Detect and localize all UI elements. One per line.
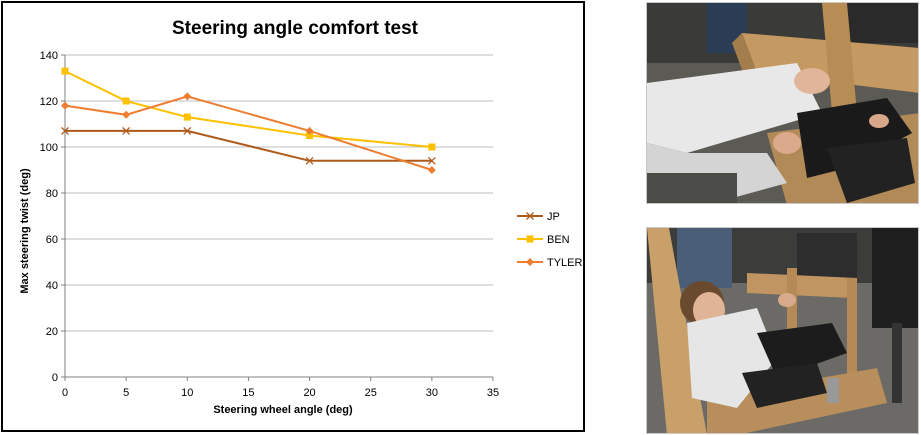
axes: [61, 54, 494, 381]
series-line-jp: [65, 129, 432, 162]
data-point-tyler: [183, 92, 192, 101]
data-point-ben: [306, 132, 314, 139]
x-tick-label: 5: [123, 387, 129, 399]
y-tick-label: 0: [52, 372, 58, 384]
series-lines: [61, 67, 436, 174]
x-tick-label: 20: [303, 387, 315, 399]
data-point-tyler: [122, 110, 131, 119]
x-tick-label: 25: [365, 387, 377, 399]
x-tick-label: 10: [181, 387, 193, 399]
photo-person-seated-in-wooden-rig-icon: [647, 228, 918, 433]
data-point-jp: [305, 156, 314, 165]
data-point-jp: [122, 126, 131, 135]
y-tick-label: 20: [46, 326, 58, 338]
chart-title: Steering angle comfort test: [172, 18, 419, 39]
data-point-jp: [183, 126, 192, 135]
legend-label: BEN: [547, 234, 570, 246]
photo-seated-rig: [646, 227, 919, 434]
photo-person-steering-wooden-rig-closeup-icon: [647, 3, 918, 203]
legend-label: TYLER: [547, 257, 583, 269]
x-tick-label: 15: [242, 387, 254, 399]
legend-marker: [526, 212, 534, 220]
y-tick-label: 100: [40, 142, 58, 154]
legend-marker: [526, 258, 534, 266]
series-line-tyler: [64, 95, 433, 171]
data-point-jp: [61, 126, 69, 135]
data-point-ben: [122, 97, 130, 105]
y-tick-label: 40: [46, 280, 58, 292]
data-point-ben: [428, 143, 436, 151]
y-axis-label: Max steering twist (deg): [19, 168, 31, 294]
x-axis-label: Steering wheel angle (deg): [213, 404, 353, 416]
x-tick-label: 30: [426, 387, 438, 399]
legend: JP BEN TYLER: [517, 211, 583, 269]
data-point-ben: [61, 67, 69, 75]
legend-label: JP: [547, 211, 560, 223]
gridlines: [65, 54, 493, 332]
y-tick-label: 60: [46, 234, 58, 246]
tick-labels: 0 20 40 60 80 100 120 140 0 5 10 15 20 25 30 35: [40, 50, 499, 399]
x-tick-label: 0: [62, 387, 68, 399]
x-tick-label: 35: [487, 387, 499, 399]
y-tick-label: 80: [46, 188, 58, 200]
chart-frame: Steering angle comfort test 0 20 40 60 80 100…: [1, 1, 585, 432]
data-point-jp: [427, 156, 436, 165]
series-line-ben: [64, 70, 432, 148]
line-chart: Steering angle comfort test 020406080100…: [19, 18, 583, 416]
y-tick-label: 140: [40, 50, 58, 62]
legend-marker: [526, 235, 534, 243]
data-point-tyler: [61, 101, 69, 110]
photo-steering-closeup: [646, 2, 919, 204]
data-point-ben: [183, 113, 191, 121]
data-point-tyler: [427, 166, 436, 174]
y-tick-label: 120: [40, 96, 58, 108]
